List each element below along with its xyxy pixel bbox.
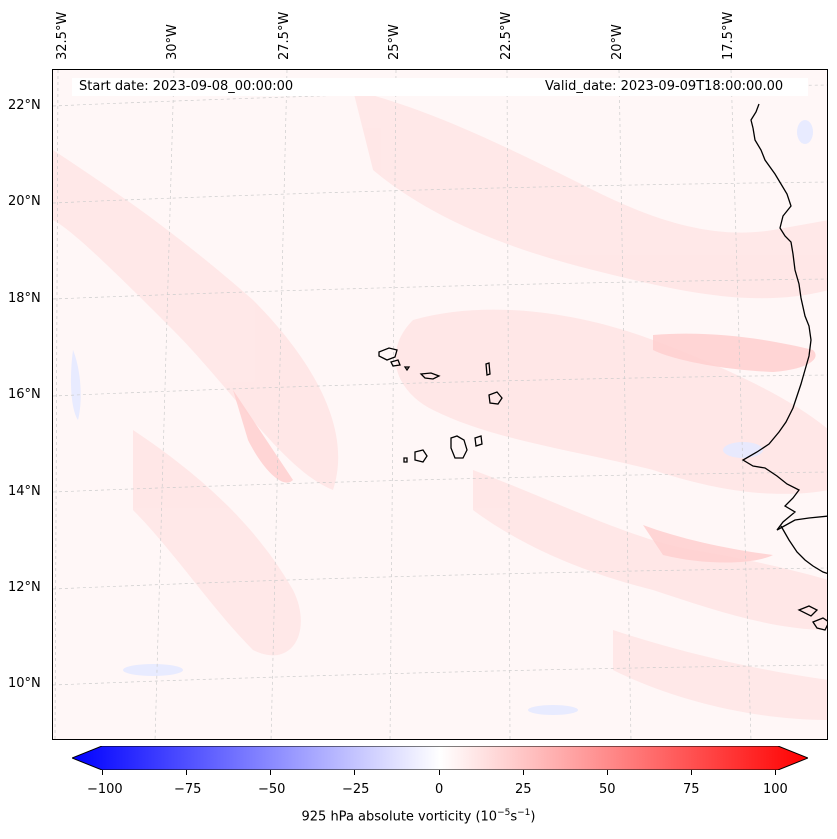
cape-verde-islands bbox=[378, 347, 503, 463]
cbar-tick-mark bbox=[354, 770, 355, 775]
map-panel[interactable] bbox=[52, 69, 828, 740]
lon-label-22-5w: 22.5°W bbox=[499, 11, 514, 60]
gridlines bbox=[53, 70, 827, 739]
colorbar-label: 925 hPa absolute vorticity (10−5s−1) bbox=[0, 808, 837, 824]
start-date: Start date: 2023-09-08_00:00:00 bbox=[79, 79, 294, 94]
cbar-tick-mark bbox=[270, 770, 271, 775]
date-banner bbox=[72, 78, 808, 96]
colorbar-label-exp2: −1 bbox=[517, 808, 531, 818]
vorticity-strong bbox=[233, 333, 816, 563]
cbar-tick-label: 50 bbox=[599, 782, 616, 797]
lat-label-10n: 10°N bbox=[8, 676, 41, 691]
cbar-tick-label: 25 bbox=[515, 782, 532, 797]
colorbar-label-suffix: ) bbox=[530, 809, 536, 825]
cbar-tick-mark bbox=[439, 770, 440, 775]
cbar-tick-label: −50 bbox=[258, 782, 286, 797]
cbar-tick-label: 0 bbox=[435, 782, 444, 797]
colorbar-label-prefix: 925 hPa absolute vorticity (10 bbox=[301, 809, 498, 825]
vorticity-field bbox=[53, 90, 827, 720]
lat-label-22n: 22°N bbox=[8, 98, 41, 113]
vorticity-negative bbox=[70, 120, 813, 715]
lat-label-14n: 14°N bbox=[8, 484, 41, 499]
cbar-tick-label: −100 bbox=[87, 782, 123, 797]
africa-coastline bbox=[741, 103, 827, 631]
cbar-tick-mark bbox=[607, 770, 608, 775]
lon-label-20w: 20°W bbox=[610, 24, 625, 60]
lat-label-20n: 20°N bbox=[8, 194, 41, 209]
cbar-tick-mark bbox=[691, 770, 692, 775]
colorbar-svg bbox=[70, 745, 810, 771]
lat-label-12n: 12°N bbox=[8, 580, 41, 595]
lat-label-16n: 16°N bbox=[8, 387, 41, 402]
cbar-tick-label: −25 bbox=[342, 782, 370, 797]
lon-label-32-5w: 32.5°W bbox=[55, 11, 70, 60]
cbar-tick-mark bbox=[523, 770, 524, 775]
lon-label-17-5w: 17.5°W bbox=[721, 11, 736, 60]
cbar-tick-mark bbox=[102, 770, 103, 775]
cbar-tick-label: 100 bbox=[763, 782, 788, 797]
colorbar-label-exp1: −5 bbox=[497, 808, 511, 818]
cbar-tick-mark bbox=[775, 770, 776, 775]
valid-date: Valid_date: 2023-09-09T18:00:00.00 bbox=[545, 79, 784, 94]
lon-label-25w: 25°W bbox=[387, 24, 402, 60]
cbar-tick-label: −75 bbox=[174, 782, 202, 797]
colorbar-label-mid: s bbox=[510, 809, 518, 825]
lon-label-30w: 30°W bbox=[165, 24, 180, 60]
lat-label-18n: 18°N bbox=[8, 291, 41, 306]
cbar-tick-mark bbox=[186, 770, 187, 775]
colorbar bbox=[70, 745, 810, 771]
map-canvas bbox=[53, 70, 827, 739]
lon-label-27-5w: 27.5°W bbox=[277, 11, 292, 60]
cbar-tick-label: 75 bbox=[683, 782, 700, 797]
